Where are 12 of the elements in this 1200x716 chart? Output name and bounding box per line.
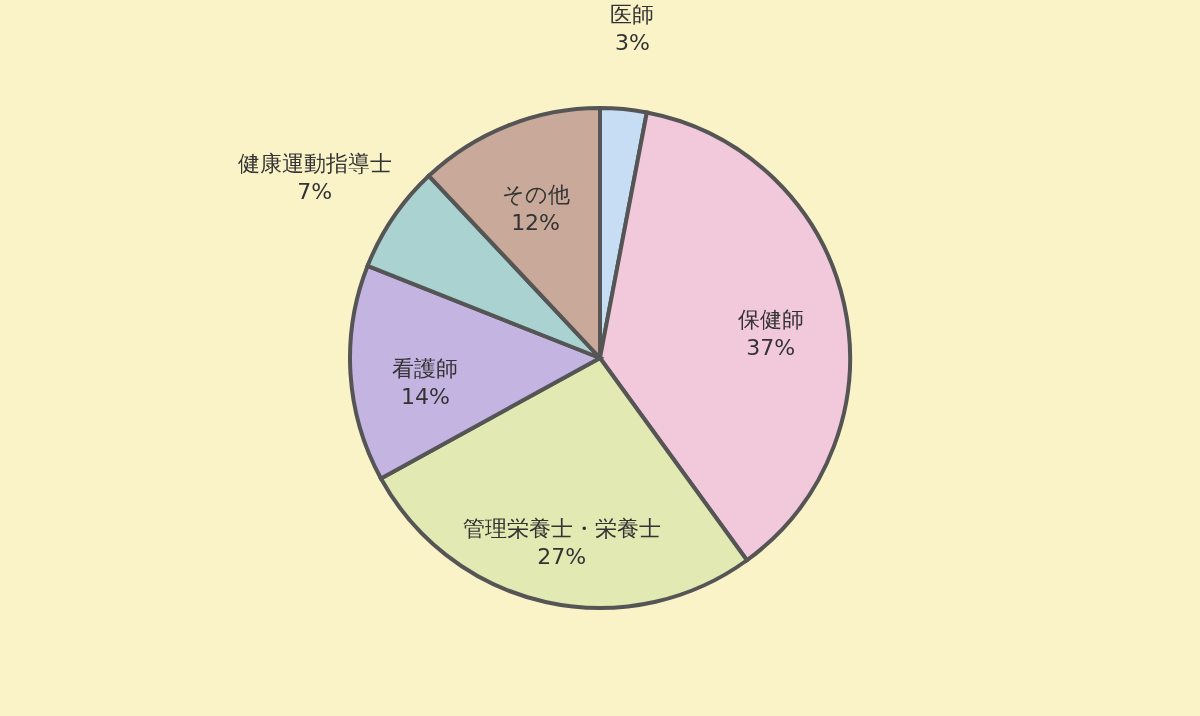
data-label: 27% bbox=[537, 543, 587, 569]
data-label: 12% bbox=[511, 210, 561, 236]
data-label: 7% bbox=[297, 179, 333, 205]
slice-label: 管理栄養士・栄養士 bbox=[462, 515, 661, 541]
slice-label: その他 bbox=[501, 182, 570, 208]
data-label: 37% bbox=[746, 334, 796, 360]
data-label: 14% bbox=[400, 383, 450, 409]
slice-label: 健康運動指導士 bbox=[237, 151, 392, 177]
slice-label: 保健師 bbox=[737, 306, 804, 332]
data-label: 3% bbox=[615, 29, 650, 55]
slice-label: 看護師 bbox=[392, 355, 459, 381]
slice-label: 医師 bbox=[610, 1, 655, 27]
